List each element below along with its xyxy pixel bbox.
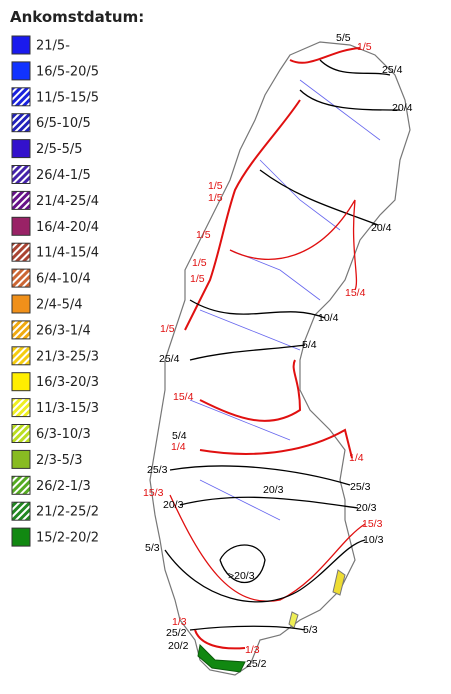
legend-swatch	[11, 242, 31, 262]
legend-swatch	[11, 527, 31, 547]
isoline-label: 20/3	[163, 499, 184, 511]
legend-swatch	[11, 113, 31, 133]
legend-title: Ankomstdatum:	[10, 8, 144, 26]
legend-swatch	[11, 87, 31, 107]
legend-swatch	[11, 139, 31, 159]
legend-label: 6/4-10/4	[36, 272, 91, 287]
legend-label: 16/3-20/3	[36, 375, 99, 390]
legend-label: 2/4-5/4	[36, 298, 83, 313]
legend-swatch	[11, 35, 31, 55]
isoline-label: 20/3	[263, 484, 284, 496]
legend-swatch	[11, 268, 31, 288]
legend-label: 26/4-1/5	[36, 168, 91, 183]
isoline-label: 5/4	[302, 339, 317, 351]
legend-swatch	[11, 372, 31, 392]
isoline-label: 25/4	[159, 353, 180, 365]
legend-label: 26/2-1/3	[36, 479, 91, 494]
isoline-label: 1/3	[245, 644, 260, 656]
isoline-label: 1/5	[208, 192, 223, 204]
legend-swatch	[11, 165, 31, 184]
isoline-label: 1/4	[171, 441, 186, 453]
legend-swatch	[11, 61, 31, 81]
isoline-label: 25/2	[166, 627, 187, 639]
legend-label: 21/5-	[36, 39, 70, 54]
legend-swatch	[11, 216, 31, 236]
isoline-label: 15/3	[143, 487, 164, 499]
legend-swatch	[11, 501, 31, 521]
legend-swatch	[11, 346, 31, 366]
map-labels: 5/5 1/5 25/4 20/4 1/5 1/5 20/4 1/5 1/5 1…	[143, 32, 413, 670]
isoline-label: 15/4	[345, 287, 366, 299]
legend-label: 21/4-25/4	[36, 194, 99, 209]
legend-label: 21/3-25/3	[36, 349, 99, 364]
legend-label: 11/3-15/3	[36, 401, 99, 416]
legend-label: 6/5-10/5	[36, 116, 91, 131]
island	[332, 569, 346, 596]
isoline-label: 25/4	[382, 64, 403, 76]
legend-label: 2/3-5/3	[36, 453, 83, 468]
isoline-label: 5/3	[303, 624, 318, 636]
isoline-label: 20/2	[168, 640, 189, 652]
legend-swatch	[11, 449, 31, 469]
isoline-label: 5/3	[145, 542, 160, 554]
legend: 21/5- 16/5-20/5 11/5-15/5 6/5-10/5 2/5-5/5 26…	[11, 35, 99, 547]
isoline-label: 25/2	[246, 658, 267, 670]
isoline-label: 1/5	[190, 273, 205, 285]
legend-label: 21/2-25/2	[36, 505, 99, 520]
isoline-label: 20/4	[371, 222, 392, 234]
legend-swatch	[11, 424, 31, 443]
isoline-label: 1/5	[196, 229, 211, 241]
isoline-label: >20/3	[228, 570, 255, 582]
legend-label: 26/3-1/4	[36, 323, 91, 338]
isoline-label: 25/3	[350, 481, 371, 493]
legend-swatch	[11, 294, 31, 314]
legend-swatch	[11, 320, 31, 340]
legend-label: 15/2-20/2	[36, 531, 99, 546]
isoline-label: 25/3	[147, 464, 168, 476]
legend-swatch	[11, 475, 31, 495]
isoline-label: 5/5	[336, 32, 351, 44]
isoline-label: 10/4	[318, 312, 339, 324]
isoline-label: 20/3	[356, 502, 377, 514]
legend-label: 11/4-15/4	[36, 246, 99, 261]
isoline-label: 5/4	[172, 430, 187, 442]
isolines	[164, 47, 401, 650]
isoline-label: 1/3	[172, 616, 187, 628]
isoline-label: 1/4	[349, 452, 364, 464]
country-outline	[149, 41, 411, 676]
isoline-label: 15/3	[362, 518, 383, 530]
legend-swatch	[11, 190, 31, 210]
legend-label: 2/5-5/5	[36, 142, 83, 157]
legend-label: 11/5-15/5	[36, 90, 99, 105]
isoline-label: 20/4	[392, 102, 413, 114]
legend-swatch	[11, 398, 31, 418]
legend-label: 16/5-20/5	[36, 64, 99, 79]
coastal-zone	[197, 643, 246, 673]
isoline-label: 15/4	[173, 391, 194, 403]
isoline-label: 1/5	[208, 180, 223, 192]
isoline-label: 1/5	[357, 41, 372, 53]
legend-label: 6/3-10/3	[36, 427, 91, 442]
legend-label: 16/4-20/4	[36, 220, 99, 235]
isoline-label: 10/3	[363, 534, 384, 546]
isoline-label: 1/5	[192, 257, 207, 269]
isoline-label: 1/5	[160, 323, 175, 335]
